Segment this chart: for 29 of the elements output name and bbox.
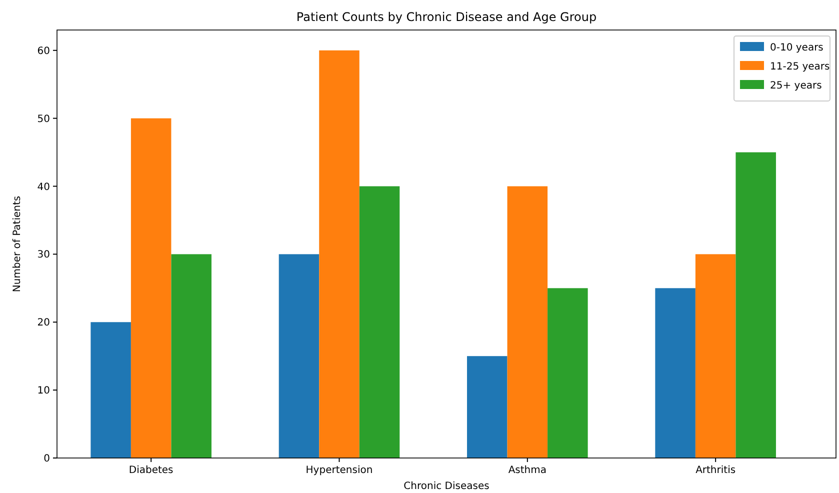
bar <box>278 254 320 458</box>
bar <box>359 186 400 458</box>
y-tick-label: 30 <box>37 250 50 261</box>
bar <box>319 50 360 458</box>
y-tick-label: 60 <box>37 46 50 57</box>
x-tick-label: Diabetes <box>128 465 174 476</box>
bar <box>90 322 131 458</box>
x-tick-label: Hypertension <box>306 465 373 476</box>
legend-label: 0-10 years <box>770 42 824 54</box>
bar <box>507 186 548 458</box>
y-tick-label: 10 <box>37 386 50 397</box>
legend-label: 11-25 years <box>770 62 830 72</box>
bar <box>171 254 212 458</box>
x-tick-label: Arthritis <box>696 465 736 476</box>
bar <box>695 254 736 458</box>
bar <box>548 288 588 458</box>
legend-label: 25+ years <box>770 80 822 92</box>
bar <box>130 118 172 458</box>
y-tick-label: 50 <box>37 114 50 125</box>
x-axis-title: Chronic Diseases <box>404 481 490 492</box>
bar <box>467 356 508 458</box>
chart-title: Patient Counts by Chronic Disease and Age Group <box>296 10 597 24</box>
y-tick-label: 0 <box>44 454 50 464</box>
x-tick-label: Asthma <box>508 465 547 476</box>
bar <box>655 288 696 458</box>
y-tick-label: 20 <box>37 318 50 329</box>
bar <box>736 152 776 458</box>
y-axis-title: Number of Patients <box>12 196 23 292</box>
y-tick-label: 40 <box>37 182 50 193</box>
